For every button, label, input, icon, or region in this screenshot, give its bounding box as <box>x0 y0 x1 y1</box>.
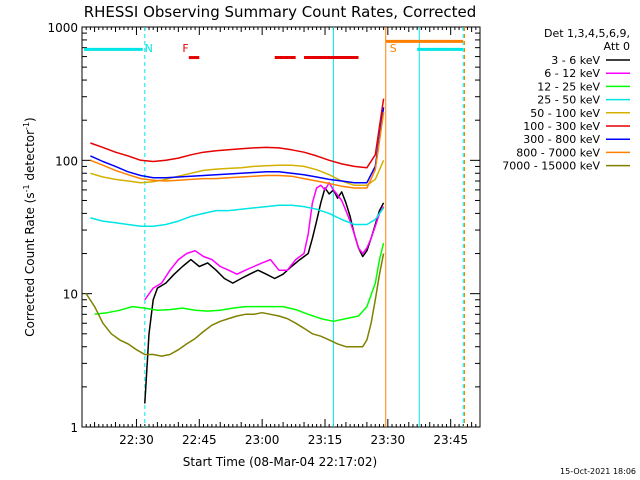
data-series <box>85 98 385 404</box>
series-line-4 <box>90 160 385 187</box>
series-line-6 <box>90 107 385 184</box>
flag-bars <box>84 39 464 60</box>
time-markers <box>144 27 465 427</box>
legend-label: 3 - 6 keV <box>551 54 600 67</box>
series-line-2 <box>94 242 385 323</box>
annotation-n: N <box>145 42 153 55</box>
plot-area: 22:30 22:45 23:00 23:15 23:30 23:45 1 10 100 100… <box>47 21 481 447</box>
annotation-s: S <box>390 42 397 55</box>
legend-label: 6 - 12 keV <box>544 67 600 80</box>
y-axis-label-sup2: -1 <box>22 122 31 130</box>
series-line-5 <box>90 98 385 169</box>
y-axis-ticks: 1 10 100 1000 <box>47 21 480 435</box>
series-line-3 <box>90 204 385 228</box>
x-tick-label: 23:15 <box>308 433 343 447</box>
x-tick-label: 23:45 <box>433 433 468 447</box>
annotation-f: F <box>182 42 188 55</box>
plot-frame <box>81 26 481 428</box>
legend-label: 7000 - 15000 keV <box>502 160 600 173</box>
series-line-1 <box>144 181 385 301</box>
series-line-7 <box>90 111 385 189</box>
x-tick-label: 23:30 <box>371 433 406 447</box>
x-axis-label: Start Time (08-Mar-04 22:17:02) <box>183 455 377 469</box>
y-axis-label: Corrected Count Rate (s-1 detector-1) <box>22 117 37 336</box>
x-tick-label: 22:30 <box>119 433 154 447</box>
y-tick-label: 100 <box>55 154 78 168</box>
x-tick-label: 22:45 <box>182 433 217 447</box>
y-axis-label-main: Corrected Count Rate (s <box>23 192 37 336</box>
legend-header-attenuator: Att 0 <box>604 40 630 53</box>
x-axis-ticks: 22:30 22:45 23:00 23:15 23:30 23:45 <box>85 27 477 447</box>
y-axis-label-mid: detector <box>23 130 37 185</box>
legend-label: 25 - 50 keV <box>537 94 600 107</box>
x-tick-label: 23:00 <box>245 433 280 447</box>
legend-label: 300 - 800 keV <box>523 133 600 146</box>
series-line-8 <box>85 253 385 357</box>
legend-label: 100 - 300 keV <box>523 120 600 133</box>
footer-date: 15-Oct-2021 18:06 <box>560 467 636 476</box>
y-tick-label: 1 <box>70 421 78 435</box>
legend-label: 50 - 100 keV <box>530 107 600 120</box>
y-tick-label: 10 <box>63 288 78 302</box>
legend-header-detectors: Det 1,3,4,5,6,9, <box>544 27 630 40</box>
legend-label: 12 - 25 keV <box>537 80 600 93</box>
y-tick-label: 1000 <box>47 21 78 35</box>
y-axis-label-end: ) <box>23 117 37 122</box>
chart-title: RHESSI Observing Summary Count Rates, Co… <box>84 3 477 21</box>
legend-label: 800 - 7000 keV <box>516 146 600 159</box>
y-axis-label-sup1: -1 <box>22 184 31 192</box>
